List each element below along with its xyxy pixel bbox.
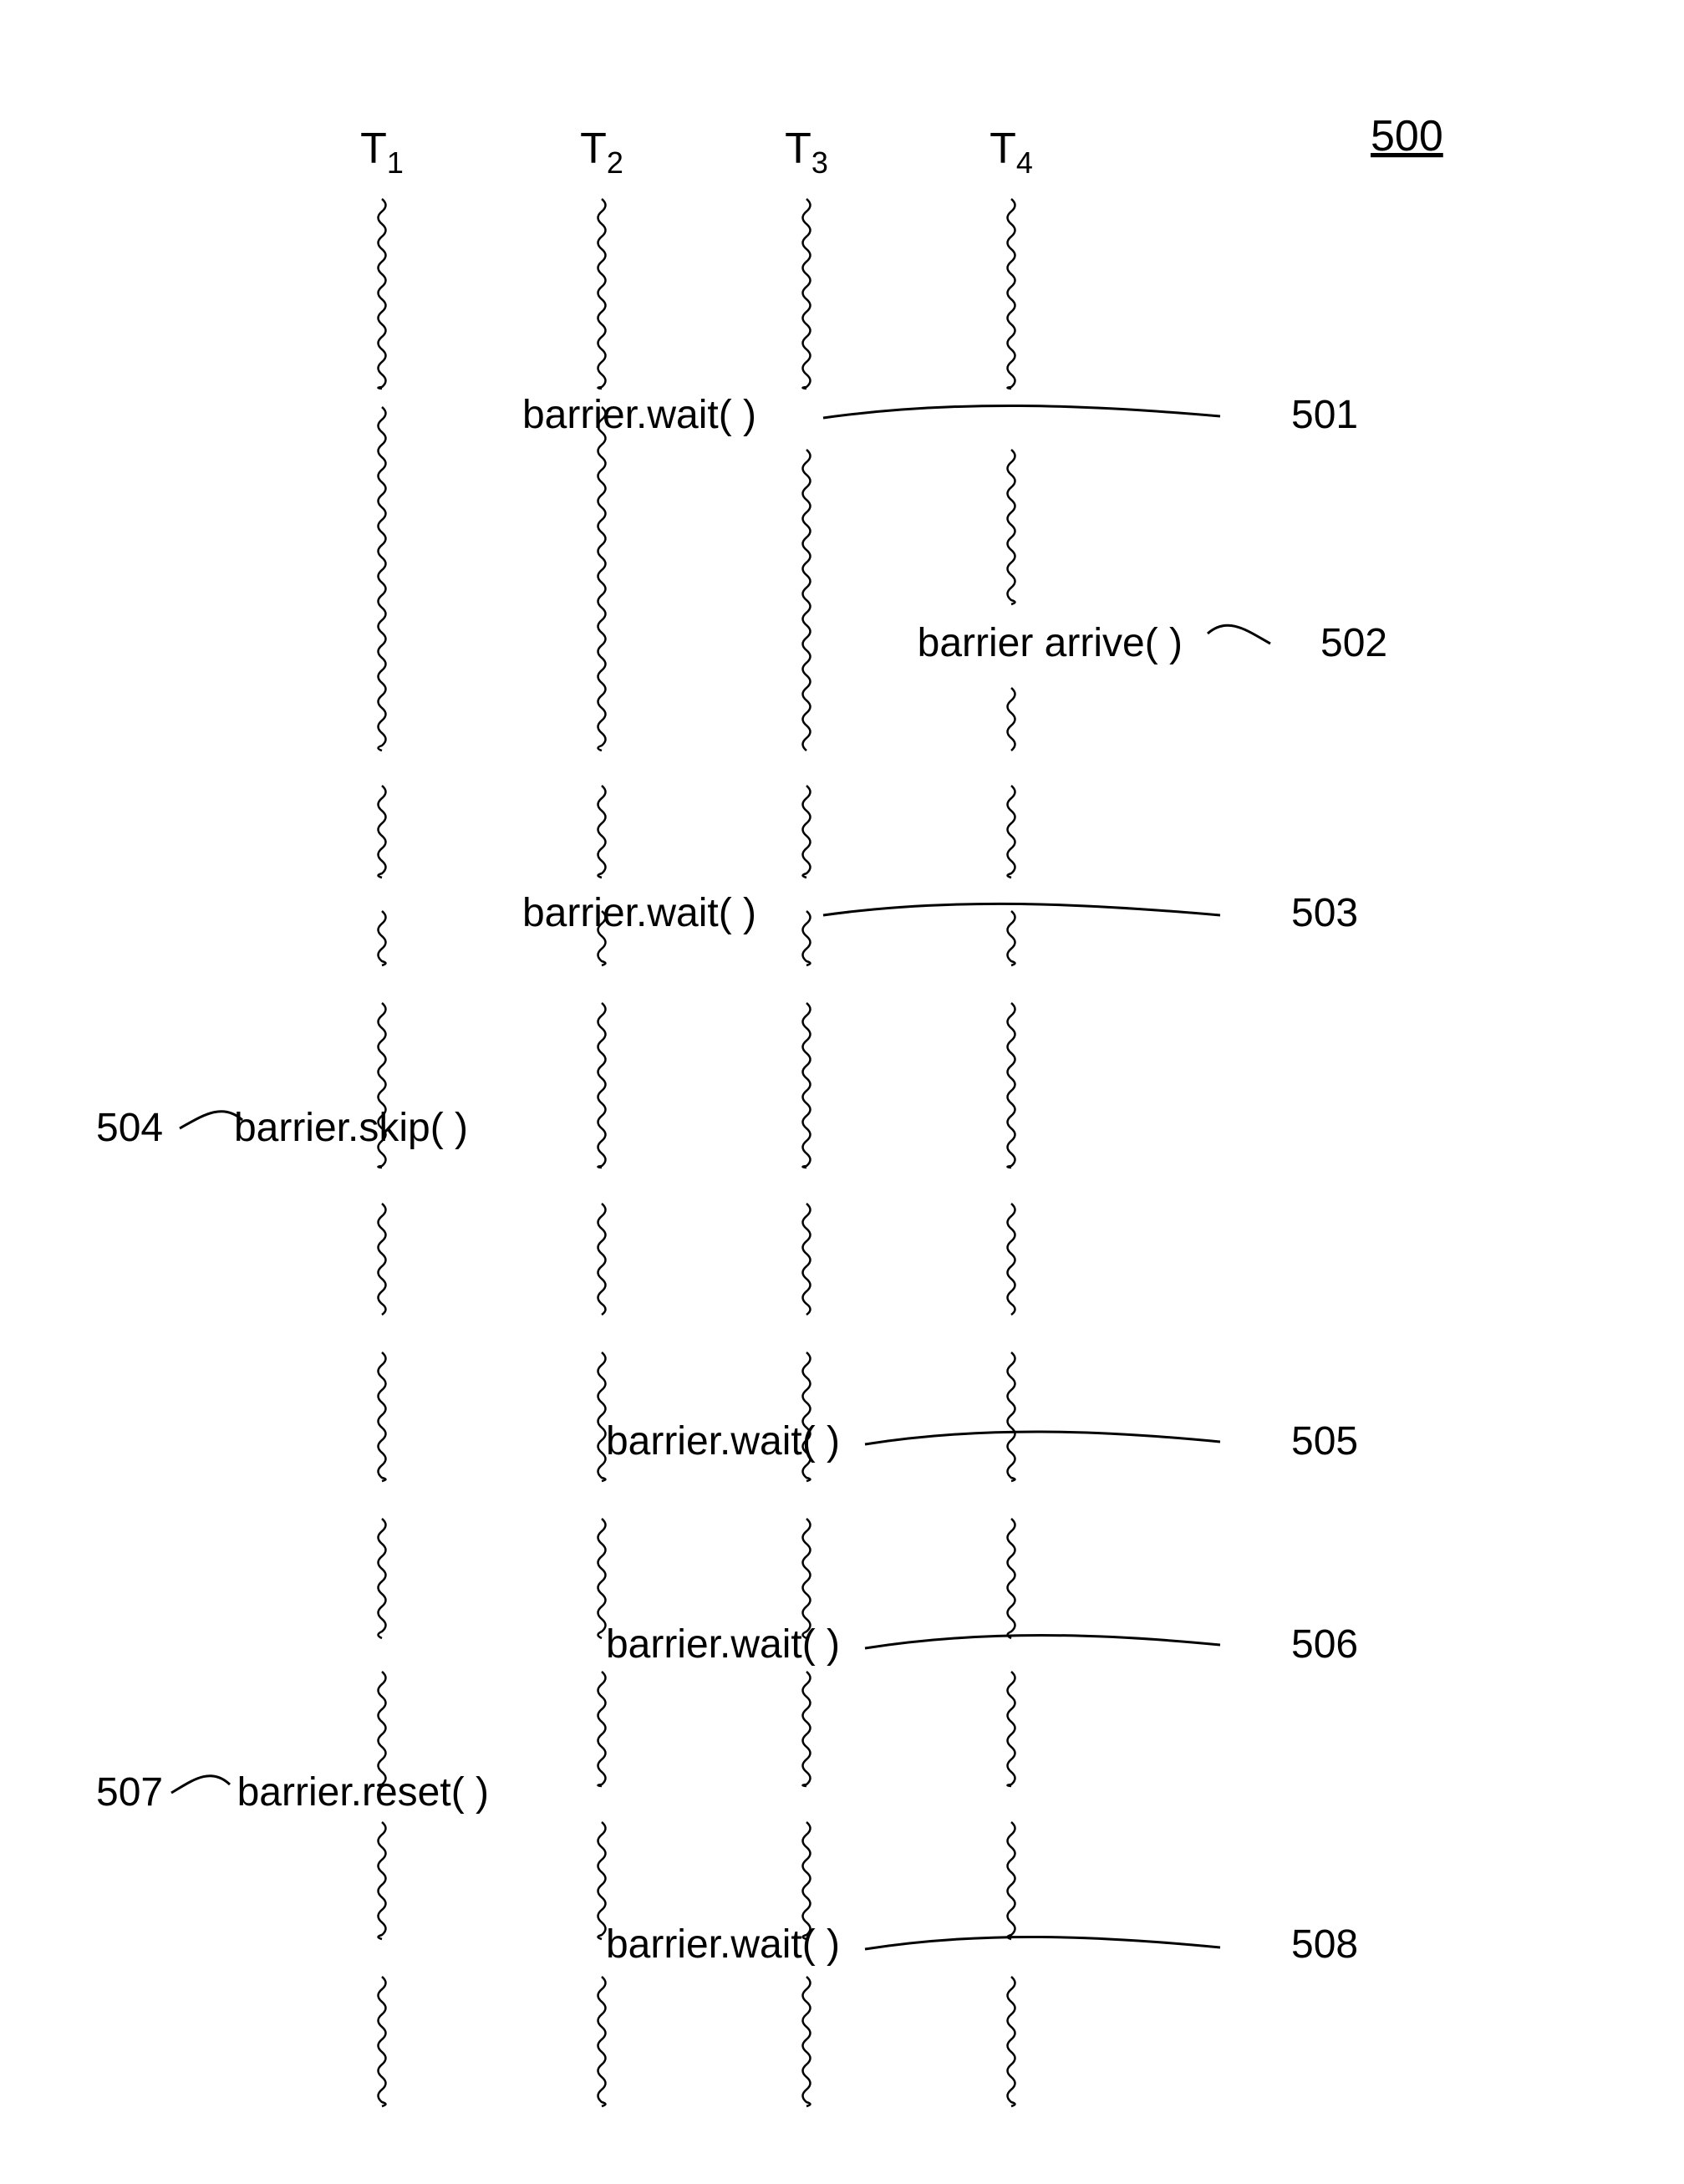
thread-timeline-T4	[1008, 688, 1015, 751]
event-label-508: barrier.wait( )	[606, 1922, 840, 1967]
connector-502	[1208, 625, 1270, 644]
thread-timeline-T1	[379, 1204, 386, 1315]
thread-timeline-T4	[1008, 1672, 1015, 1786]
connector-508	[865, 1937, 1220, 1949]
thread-timeline-T4	[1008, 1003, 1015, 1168]
thread-timeline-T4	[1008, 911, 1015, 965]
thread-timeline-T2	[598, 1822, 606, 1939]
ref-number-506: 506	[1291, 1622, 1358, 1667]
thread-timeline-T2	[598, 1519, 606, 1638]
thread-timeline-T1	[379, 199, 386, 389]
thread-timeline-T2	[598, 1204, 606, 1315]
thread-timeline-T4	[1008, 450, 1015, 604]
thread-timeline-T2	[598, 1352, 606, 1481]
barrier-timeline-diagram: T1 T2 T3 T4 500 barrier.wait( ) 501 barrier arr…	[0, 0, 1684, 2184]
event-label-507: barrier.reset( )	[237, 1770, 489, 1815]
connector-503	[823, 904, 1220, 915]
ref-number-505: 505	[1291, 1419, 1358, 1464]
thread-timeline-T1	[379, 407, 386, 751]
ref-number-508: 508	[1291, 1922, 1358, 1967]
ref-number-501: 501	[1291, 393, 1358, 437]
thread-timeline-T2	[598, 1977, 606, 2106]
thread-timeline-T4	[1008, 1352, 1015, 1481]
thread-timeline-T1	[379, 1977, 386, 2106]
thread-timeline-T3	[803, 1519, 811, 1638]
thread-timeline-T3	[803, 1977, 811, 2106]
thread-timeline-T3	[803, 1822, 811, 1939]
thread-timeline-T2	[598, 1672, 606, 1786]
connector-507	[171, 1776, 230, 1793]
event-label-506: barrier.wait( )	[606, 1622, 840, 1667]
thread-timeline-T3	[803, 199, 811, 389]
thread-timeline-T2	[598, 407, 606, 751]
thread-timeline-T1	[379, 1672, 386, 1786]
thread-timeline-T1	[379, 1519, 386, 1638]
ref-number-504: 504	[96, 1106, 163, 1150]
thread-timeline-T1	[379, 911, 386, 965]
thread-header-T4: T4	[990, 125, 1033, 180]
connector-501	[823, 405, 1220, 418]
figure-number-label: 500	[1371, 112, 1443, 160]
event-label-502: barrier arrive( )	[918, 621, 1183, 665]
event-label-503: barrier.wait( )	[522, 891, 756, 935]
thread-timeline-T3	[803, 911, 811, 965]
thread-timeline-T3	[803, 786, 811, 878]
svg-text:T4: T4	[990, 125, 1033, 180]
thread-timeline-T3	[803, 1204, 811, 1315]
event-label-505: barrier.wait( )	[606, 1419, 840, 1464]
thread-header-T1: T1	[360, 125, 404, 180]
thread-header-T2: T2	[580, 125, 623, 180]
ref-number-502: 502	[1320, 621, 1387, 665]
thread-timeline-T3	[803, 450, 811, 751]
thread-timeline-T3	[803, 1003, 811, 1168]
thread-timeline-T4	[1008, 1977, 1015, 2106]
event-label-504: barrier.skip( )	[234, 1106, 468, 1150]
thread-timeline-T4	[1008, 1519, 1015, 1638]
thread-timeline-T1	[379, 786, 386, 878]
ref-number-507: 507	[96, 1770, 163, 1815]
thread-timeline-T4	[1008, 1204, 1015, 1315]
thread-timeline-T4	[1008, 1822, 1015, 1939]
thread-timeline-T3	[803, 1672, 811, 1786]
thread-timeline-T2	[598, 199, 606, 389]
connector-506	[865, 1636, 1220, 1649]
connector-504	[180, 1112, 242, 1128]
svg-text:T1: T1	[360, 125, 404, 180]
thread-timeline-T4	[1008, 786, 1015, 878]
svg-text:T2: T2	[580, 125, 623, 180]
thread-timeline-T1	[379, 1822, 386, 1939]
thread-timeline-T2	[598, 1003, 606, 1168]
connector-505	[865, 1432, 1220, 1444]
thread-header-T3: T3	[785, 125, 828, 180]
thread-timeline-T4	[1008, 199, 1015, 389]
thread-timeline-T1	[379, 1352, 386, 1481]
ref-number-503: 503	[1291, 891, 1358, 935]
svg-text:T3: T3	[785, 125, 828, 180]
thread-timeline-T2	[598, 786, 606, 878]
event-label-501: barrier.wait( )	[522, 393, 756, 437]
